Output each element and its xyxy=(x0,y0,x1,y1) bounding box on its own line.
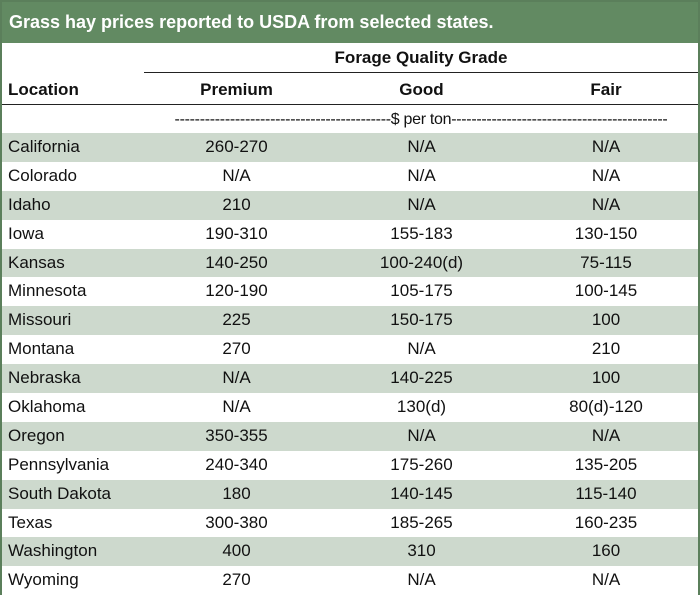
location-cell: Washington xyxy=(8,541,98,561)
good-cell: 140-225 xyxy=(390,368,453,388)
good-cell: N/A xyxy=(407,425,436,445)
premium-cell: 270 xyxy=(222,339,251,359)
fair-cell: 115-140 xyxy=(575,483,637,503)
good-cell: N/A xyxy=(407,165,436,185)
fair-cell: 100-145 xyxy=(574,281,638,301)
units-row: ----------------------------------------… xyxy=(2,106,698,133)
table-row: Idaho 210 N/A N/A xyxy=(2,190,698,220)
location-cell: California xyxy=(8,137,80,156)
table-row: Oklahoma N/A 130(d) 80(d)-120 xyxy=(2,393,698,422)
good-cell: 140-145 xyxy=(390,483,453,503)
table-title: Grass hay prices reported to USDA from s… xyxy=(2,2,698,43)
table-row: Minnesota 120-190 105-175 100-145 xyxy=(2,277,698,307)
table-row: Iowa 190-310 155-183 130-150 xyxy=(2,219,698,249)
table-row: California 260-270 N/A N/A xyxy=(2,133,698,162)
location-cell: Missouri xyxy=(8,310,72,330)
column-header-rule xyxy=(2,104,698,105)
table-row: Missouri 225 150-175 100 xyxy=(2,306,698,336)
location-cell: Kansas xyxy=(8,252,65,272)
table-header: Forage Quality Grade Location Premium Go… xyxy=(2,43,698,106)
location-cell: Wyoming xyxy=(8,570,79,590)
grade-heading-rule xyxy=(144,72,698,73)
premium-cell: N/A xyxy=(222,368,251,388)
good-cell: 185-265 xyxy=(390,512,453,532)
location-cell: South Dakota xyxy=(8,483,112,503)
good-cell: N/A xyxy=(407,339,436,359)
table-row: Wyoming 270 N/A N/A xyxy=(2,566,698,595)
fair-column-header: Fair xyxy=(590,80,622,99)
good-cell: 130(d) xyxy=(396,397,447,417)
good-cell: 100-240(d) xyxy=(379,252,464,272)
fair-cell: 160-235 xyxy=(574,512,638,532)
units-label: ----------------------------------------… xyxy=(174,111,668,128)
location-column-header: Location xyxy=(8,80,79,99)
table-row: Pennsylvania 240-340 175-260 135-205 xyxy=(2,450,698,480)
premium-cell: 180 xyxy=(222,483,251,503)
fair-cell: 75-115 xyxy=(580,252,632,272)
fair-cell: 210 xyxy=(591,339,621,359)
good-cell: N/A xyxy=(407,570,436,590)
fair-cell: 100 xyxy=(591,310,621,330)
location-cell: Iowa xyxy=(8,223,44,243)
location-cell: Pennsylvania xyxy=(8,454,110,474)
good-column-header: Good xyxy=(399,80,444,99)
fair-cell: N/A xyxy=(591,425,621,445)
fair-cell: N/A xyxy=(591,570,621,590)
premium-cell: 400 xyxy=(222,541,251,561)
fair-cell: 130-150 xyxy=(574,223,638,243)
good-cell: 175-260 xyxy=(390,454,453,474)
units-row-spacer xyxy=(2,106,144,133)
location-cell: Oregon xyxy=(8,425,65,445)
fair-cell: 80(d)-120 xyxy=(569,397,643,417)
good-cell: 150-175 xyxy=(390,310,453,330)
good-cell: 105-175 xyxy=(390,281,453,301)
table-body: California 260-270 N/A N/A Colorado N/A N/A N/A… xyxy=(2,133,698,595)
premium-cell: 300-380 xyxy=(205,512,268,532)
premium-cell: 120-190 xyxy=(205,281,268,301)
premium-cell: 140-250 xyxy=(205,252,268,272)
premium-cell: 190-310 xyxy=(205,223,268,243)
table-row: Texas 300-380 185-265 160-235 xyxy=(2,508,698,538)
good-cell: 155-183 xyxy=(390,223,453,243)
table-row: Oregon 350-355 N/A N/A xyxy=(2,421,698,451)
premium-cell: N/A xyxy=(222,397,251,417)
premium-column-header: Premium xyxy=(200,80,273,99)
premium-cell: 260-270 xyxy=(205,137,268,156)
good-cell: N/A xyxy=(407,137,436,156)
table-row: Kansas 140-250 100-240(d) 75-115 xyxy=(2,248,698,278)
table-row: Colorado N/A N/A N/A xyxy=(2,161,698,191)
premium-cell: 270 xyxy=(222,570,251,590)
good-cell: 310 xyxy=(407,541,436,561)
table-row: Nebraska N/A 140-225 100 xyxy=(2,364,698,394)
fair-cell: 160 xyxy=(591,541,621,561)
fair-cell: N/A xyxy=(591,137,621,156)
premium-cell: 210 xyxy=(222,194,251,214)
column-headers: Location Premium Good Fair xyxy=(2,75,698,104)
location-cell: Montana xyxy=(8,339,75,359)
table-row: Washington 400 310 160 xyxy=(2,537,698,567)
premium-cell: 225 xyxy=(222,310,251,330)
premium-cell: N/A xyxy=(222,165,251,185)
location-cell: Minnesota xyxy=(8,281,87,301)
table-row: Montana 270 N/A 210 xyxy=(2,335,698,365)
fair-cell: N/A xyxy=(591,194,621,214)
table-row: South Dakota 180 140-145 115-140 xyxy=(2,479,698,509)
location-cell: Texas xyxy=(8,512,53,532)
location-cell: Colorado xyxy=(8,165,77,185)
location-cell: Idaho xyxy=(8,194,51,214)
good-cell: N/A xyxy=(407,194,436,214)
location-cell: Nebraska xyxy=(8,368,81,388)
premium-cell: 350-355 xyxy=(205,425,268,445)
fair-cell: 100 xyxy=(591,368,621,388)
forage-quality-grade-heading: Forage Quality Grade xyxy=(334,48,508,67)
premium-cell: 240-340 xyxy=(205,454,268,474)
fair-cell: 135-205 xyxy=(574,454,638,474)
fair-cell: N/A xyxy=(591,165,621,185)
location-cell: Oklahoma xyxy=(8,397,86,417)
